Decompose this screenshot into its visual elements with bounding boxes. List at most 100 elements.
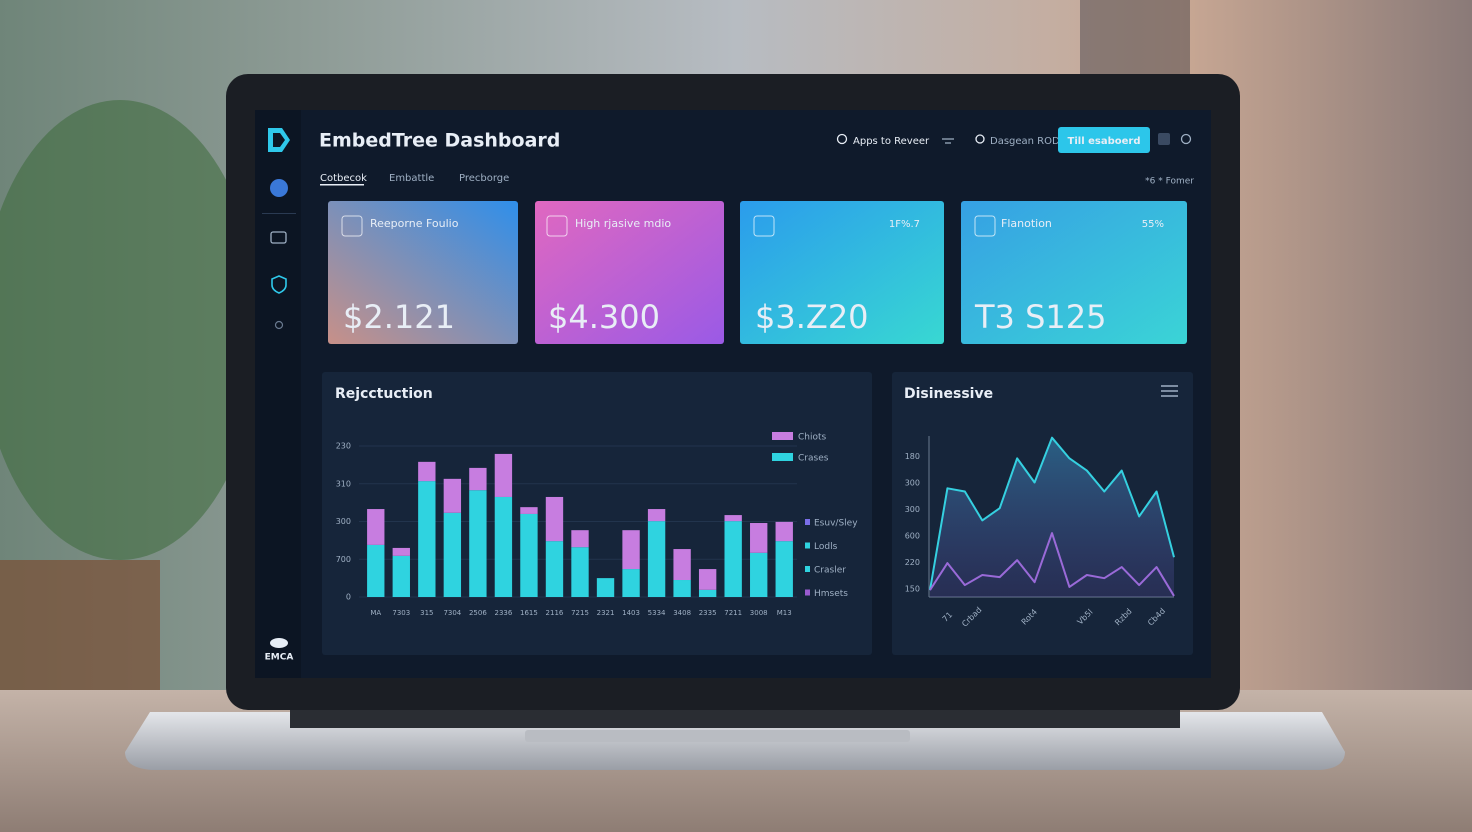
x-tick-label: 2335	[699, 609, 717, 617]
bar-segment	[673, 549, 691, 581]
line	[929, 436, 1175, 591]
nav-icon[interactable]	[270, 231, 287, 244]
menu-icon[interactable]	[1161, 385, 1178, 397]
bar-segment	[596, 578, 615, 597]
y-tick-label: 150	[905, 585, 920, 594]
keyboard	[290, 710, 1180, 728]
icon-button[interactable]	[1158, 133, 1170, 145]
x-tick-label: 7304	[443, 609, 461, 617]
bar-segment	[673, 580, 691, 597]
nav-icon[interactable]	[271, 275, 287, 294]
y-tick-label: 300	[336, 517, 351, 526]
charts: Rejcctuction 0 700 300 310 230 MA 7303 315 7304 25…	[335, 386, 1175, 629]
legend-label: Lodls	[814, 542, 838, 552]
x-tick-label: 5334	[648, 609, 666, 617]
chart-title: Rejcctuction	[335, 386, 433, 402]
x-tick-label: 3008	[750, 609, 768, 617]
filter-icon[interactable]	[942, 138, 954, 144]
x-tick-label: MA	[370, 609, 381, 617]
bar-segment	[750, 523, 768, 553]
icon-button[interactable]	[1180, 133, 1192, 145]
legend-label: Crasler	[814, 566, 846, 576]
nav-icon[interactable]	[270, 179, 288, 197]
chart-title: Disinessive	[904, 386, 993, 402]
tab-active[interactable]: Cotbecok	[320, 173, 367, 184]
stat-card[interactable]	[961, 201, 1187, 344]
bar-segment	[443, 478, 462, 513]
touchpad	[525, 730, 910, 742]
legend-label: Hmsets	[814, 589, 848, 599]
sidebar-footer: EMCA	[265, 653, 294, 663]
legend-label: Crases	[798, 454, 829, 464]
legend-swatch	[805, 589, 810, 596]
bar-segment	[367, 509, 385, 545]
bar-segment	[520, 513, 538, 597]
primary-button[interactable]	[1058, 127, 1150, 153]
bar-segment	[647, 509, 666, 522]
search-box[interactable]: Dasgean ROD	[990, 136, 1060, 147]
tab-underline	[320, 184, 364, 186]
card-value: $3.Z20	[755, 298, 869, 336]
card-title: High rjasive mdio	[575, 217, 671, 230]
bar-segment	[494, 453, 513, 497]
x-tick-label: 2321	[597, 609, 615, 617]
stat-card[interactable]	[740, 201, 944, 344]
user-icon	[836, 133, 848, 145]
bar-segment	[698, 569, 717, 590]
search-icon	[975, 134, 985, 144]
primary-button-label[interactable]: Till esaboerd	[1068, 136, 1141, 147]
bar-segment	[367, 544, 385, 597]
tabs-right[interactable]: *6 * Fomer	[1145, 177, 1194, 187]
bar-segment	[520, 507, 538, 514]
legend-label: Chiots	[798, 433, 827, 443]
card-badge: 1F%.7	[889, 219, 920, 230]
stat-card[interactable]	[328, 201, 518, 344]
bar-segment	[545, 496, 564, 542]
legend-swatch	[772, 432, 793, 440]
x-tick-label: 3408	[673, 609, 691, 617]
y-tick-label: 300	[905, 479, 920, 488]
stat-card[interactable]	[535, 201, 724, 344]
y-tick-label: 310	[336, 479, 351, 488]
tab[interactable]: Precborge	[459, 173, 509, 184]
card-title: Reeporne Foulio	[370, 217, 459, 230]
bar-segment	[545, 541, 564, 597]
line	[929, 532, 1175, 597]
logo	[268, 128, 290, 152]
card-badge: 55%	[1142, 219, 1164, 230]
y-tick-label: 180	[905, 452, 920, 461]
y-tick-label: 0	[346, 593, 351, 602]
y-tick-label: 220	[905, 558, 920, 567]
bar-segment	[724, 515, 742, 522]
card-value: T3 S125	[974, 298, 1106, 336]
card-icon	[546, 215, 568, 237]
bar-segment	[392, 555, 410, 597]
legend-swatch	[772, 453, 793, 461]
bar-segment	[724, 521, 742, 597]
nav-icon[interactable]	[274, 320, 284, 330]
bar-segment	[775, 541, 793, 597]
tab[interactable]: Embattle	[389, 173, 434, 184]
bar-segment	[469, 490, 487, 597]
y-tick-label: 230	[336, 442, 351, 451]
bar-segment	[418, 481, 436, 597]
bar-segment	[750, 552, 768, 597]
bar-segment	[443, 512, 462, 597]
x-tick-label: 1615	[520, 609, 538, 617]
bar-segment	[622, 569, 640, 597]
y-tick-label: 300	[905, 505, 920, 514]
bar-segment	[469, 467, 487, 491]
apps-link[interactable]: Apps to Reveer	[853, 136, 930, 147]
legend-swatch	[805, 519, 810, 525]
bar-segment	[494, 496, 513, 597]
bar-segment	[698, 589, 717, 597]
bar-segment	[622, 530, 640, 570]
bar-segment	[647, 521, 666, 597]
x-tick-label: 2506	[469, 609, 487, 617]
card-value: $4.300	[548, 298, 660, 336]
legend-swatch	[805, 566, 810, 572]
bar-segment	[418, 461, 436, 482]
footer-icon	[270, 638, 288, 648]
